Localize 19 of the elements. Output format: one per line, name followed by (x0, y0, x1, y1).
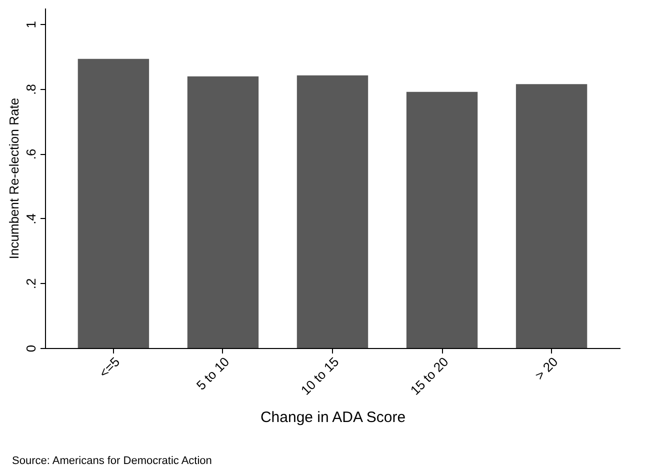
bar (296, 75, 368, 348)
x-tick-label: 10 to 15 (298, 354, 342, 398)
y-tick-label: .6 (24, 148, 38, 160)
x-tick-label: 5 to 10 (193, 354, 232, 393)
x-axis-title: Change in ADA Score (260, 408, 406, 426)
y-tick-label: 0 (24, 344, 38, 352)
x-tick-label: 15 to 20 (407, 354, 452, 398)
source-note: Source: Americans for Democratic Action (12, 455, 212, 467)
bar (187, 76, 259, 348)
bar (406, 92, 478, 348)
x-tick-label: > 20 (532, 354, 561, 383)
bar (516, 84, 588, 348)
y-axis-title: Incumbent Re-election Rate (6, 98, 22, 260)
y-tick-label: 1 (24, 21, 38, 28)
y-tick-label: .4 (24, 214, 38, 224)
y-tick-label: .8 (24, 84, 38, 95)
bar (78, 58, 150, 348)
x-tick-label: <=5 (96, 354, 123, 381)
y-tick-label: .2 (24, 278, 38, 290)
